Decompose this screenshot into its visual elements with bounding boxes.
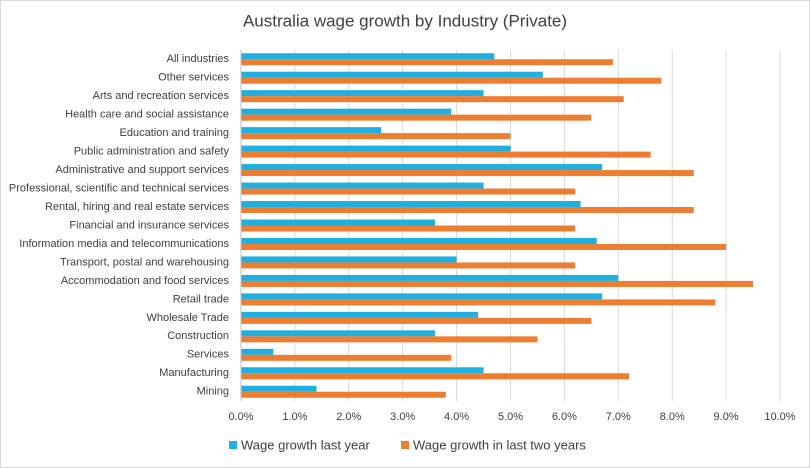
y-tick-label: Construction [167, 330, 229, 342]
bar [241, 262, 576, 269]
bar [241, 317, 592, 324]
y-tick-label: Transport, postal and warehousing [60, 256, 229, 268]
bar [241, 256, 457, 263]
bar [241, 336, 538, 343]
x-tick-label: 0.0% [228, 411, 253, 423]
bar [241, 77, 662, 84]
bar [241, 207, 694, 214]
y-tick-label: Health care and social assistance [65, 109, 229, 121]
y-tick-label: Mining [197, 386, 229, 398]
bar [241, 133, 511, 140]
legend-swatch [401, 441, 409, 449]
legend-swatch [229, 441, 237, 449]
bar [241, 164, 603, 171]
bar [241, 219, 436, 226]
bar [241, 243, 727, 250]
bar [241, 170, 694, 177]
bar [241, 237, 597, 244]
y-tick-label: Professional, scientific and technical s… [9, 182, 230, 194]
y-tick-label: Public administration and safety [74, 146, 230, 158]
y-tick-label: Accommodation and food services [61, 275, 230, 287]
bar [241, 151, 651, 158]
y-tick-label: Financial and insurance services [69, 219, 229, 231]
bar [241, 299, 716, 306]
bar [241, 367, 484, 374]
bar [241, 373, 630, 380]
chart-title: Australia wage growth by Industry (Priva… [243, 11, 567, 30]
x-tick-label: 10.0% [764, 411, 795, 423]
bar [241, 293, 603, 300]
bar [241, 274, 619, 281]
bar [241, 53, 495, 60]
x-tick-label: 8.0% [660, 411, 685, 423]
bar [241, 90, 484, 97]
bar [241, 127, 382, 134]
bar [241, 114, 592, 121]
x-tick-label: 3.0% [390, 411, 415, 423]
legend-label: Wage growth last year [241, 437, 371, 452]
y-tick-label: Information media and telecommunications [19, 238, 229, 250]
bar [241, 201, 581, 208]
x-tick-label: 6.0% [552, 411, 577, 423]
bar [241, 145, 511, 152]
bar [241, 108, 452, 115]
bar [241, 330, 436, 337]
x-tick-label: 2.0% [336, 411, 361, 423]
bar [241, 354, 452, 361]
bar [241, 96, 624, 103]
y-tick-label: Administrative and support services [55, 164, 229, 176]
y-tick-label: All industries [167, 53, 230, 65]
bar [241, 59, 613, 66]
bar [241, 348, 274, 355]
bar [241, 280, 754, 287]
x-tick-label: 5.0% [498, 411, 523, 423]
y-tick-label: Manufacturing [159, 367, 229, 379]
y-tick-label: Other services [158, 72, 229, 84]
y-tick-label: Wholesale Trade [146, 312, 229, 324]
legend-label: Wage growth in last two years [413, 437, 586, 452]
y-tick-label: Rental, hiring and real estate services [45, 201, 230, 213]
bar [241, 385, 317, 392]
y-tick-label: Education and training [120, 127, 229, 139]
bar [241, 182, 484, 189]
bar [241, 188, 576, 195]
y-tick-label: Services [187, 349, 230, 361]
bar [241, 225, 576, 232]
x-tick-label: 9.0% [714, 411, 739, 423]
bar [241, 71, 543, 78]
x-tick-label: 1.0% [282, 411, 307, 423]
bar [241, 311, 479, 318]
x-tick-label: 7.0% [606, 411, 631, 423]
y-tick-label: Retail trade [173, 293, 229, 305]
bar [241, 391, 446, 398]
x-tick-label: 4.0% [444, 411, 469, 423]
y-tick-label: Arts and recreation services [93, 90, 230, 102]
